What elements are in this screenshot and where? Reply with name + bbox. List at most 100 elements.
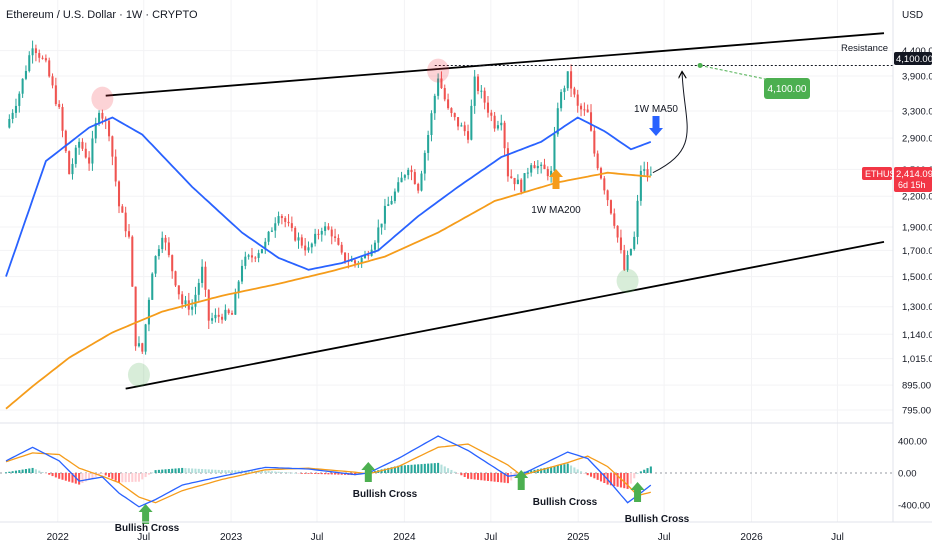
macd-histogram-bar [214, 469, 217, 473]
candle-body [94, 123, 97, 139]
macd-histogram-bar [457, 473, 460, 474]
candle-body [58, 104, 61, 108]
macd-histogram-bar [91, 473, 94, 479]
candle-body [71, 163, 74, 175]
macd-histogram-bar [280, 471, 283, 473]
macd-histogram-bar [417, 464, 420, 473]
macd-histogram-bar [137, 473, 140, 482]
candle-body [387, 204, 390, 206]
candle-body [167, 242, 170, 256]
moving-averages-layer [5, 116, 652, 410]
candle-body [161, 237, 164, 250]
macd-histogram-bar [48, 473, 51, 475]
candle-body [496, 125, 499, 129]
candle-body [207, 289, 210, 321]
candle-body [270, 230, 273, 232]
macd-signal-line [5, 443, 651, 504]
macd-histogram-bar [496, 473, 499, 483]
macd-histogram-bar [167, 469, 170, 473]
macd-histogram-bar [593, 473, 596, 479]
macd-histogram-bar [609, 473, 612, 486]
macd-histogram-bar [330, 473, 333, 475]
candle-body [443, 88, 446, 100]
bullish-cross-arrow-icon [514, 470, 529, 490]
channel-upper-line [105, 32, 885, 97]
macd-histogram-bar [580, 471, 583, 473]
candle-body [157, 249, 160, 257]
macd-layer [0, 435, 893, 524]
macd-histogram-bar [270, 471, 273, 473]
candle-body [450, 108, 453, 114]
bullish-cross-arrow-icon [630, 482, 645, 502]
candle-body [417, 183, 420, 191]
macd-histogram-bar [340, 473, 343, 475]
price-tick-label: 1,140.00 [902, 330, 932, 341]
candle-body [31, 48, 34, 56]
macd-histogram-bar [131, 473, 134, 482]
macd-histogram-bar [410, 464, 413, 473]
macd-histogram-bar [127, 473, 131, 483]
price-axis[interactable]: 4,400.003,900.003,300.002,900.002,500.00… [902, 46, 932, 416]
macd-axis[interactable]: 400.00 0.00 -400.00 [898, 436, 930, 511]
macd-histogram-bar [397, 465, 400, 473]
candle-body [403, 175, 406, 178]
macd-histogram-bar [21, 469, 24, 473]
macd-histogram-bar [483, 473, 486, 481]
macd-histogram-bar [626, 473, 629, 489]
macd-histogram-bar [194, 468, 197, 473]
candle-body [476, 76, 480, 92]
time-axis[interactable]: 2022 Jul 2023 Jul 2024 Jul 2025 Jul 2026 Jul [47, 532, 844, 543]
macd-histogram-bar [81, 473, 84, 484]
macd-histogram-bar [540, 468, 543, 473]
candle-body [174, 271, 177, 286]
candle-body [117, 181, 121, 207]
candle-body [580, 105, 583, 110]
macd-histogram-bar [413, 464, 416, 473]
macd-histogram-bar [211, 469, 214, 473]
macd-histogram-bar [94, 473, 97, 477]
macd-histogram-bar [553, 466, 556, 473]
candle-body [520, 179, 523, 192]
macd-histogram-bar [250, 470, 254, 473]
candle-body [523, 173, 526, 192]
macd-histogram-bar [277, 471, 280, 473]
candle-body [257, 253, 260, 258]
resistance-price-badge [894, 52, 932, 65]
candle-body [294, 227, 297, 241]
candle-body [224, 309, 227, 320]
resistance-label: Resistance [841, 43, 888, 54]
macd-histogram-bar [550, 466, 553, 473]
candle-body [427, 135, 430, 153]
bottom-highlight [616, 268, 639, 293]
macd-histogram-bar [38, 470, 41, 473]
macd-histogram-bar [570, 465, 573, 473]
candle-body [181, 294, 184, 305]
macd-histogram-bar [68, 473, 71, 482]
candle-body [44, 58, 47, 61]
macd-histogram-bar [274, 471, 277, 473]
candle-body [137, 343, 140, 347]
candle-body [420, 173, 423, 191]
candle-body [287, 221, 290, 224]
macd-histogram-bar [151, 472, 154, 474]
channel-layer [105, 32, 885, 390]
candle-body [563, 88, 566, 93]
candle-body [114, 156, 117, 182]
price-tick-label: 2,900.00 [902, 134, 932, 145]
price-tick-label: 895.00 [902, 381, 931, 392]
candle-body [543, 164, 546, 170]
candle-body [353, 260, 357, 264]
candle-body [553, 134, 556, 171]
macd-tick-label: -400.00 [898, 501, 930, 512]
candle-body [546, 169, 549, 177]
candle-body [131, 236, 134, 287]
candle-body [606, 190, 609, 201]
macd-histogram-bar [447, 468, 450, 473]
candle-body [250, 255, 254, 258]
macd-histogram-bar [646, 468, 649, 473]
candle-body [244, 256, 247, 266]
candle-body [576, 94, 579, 106]
candle-body [91, 138, 94, 164]
macd-histogram-bar [636, 473, 639, 474]
